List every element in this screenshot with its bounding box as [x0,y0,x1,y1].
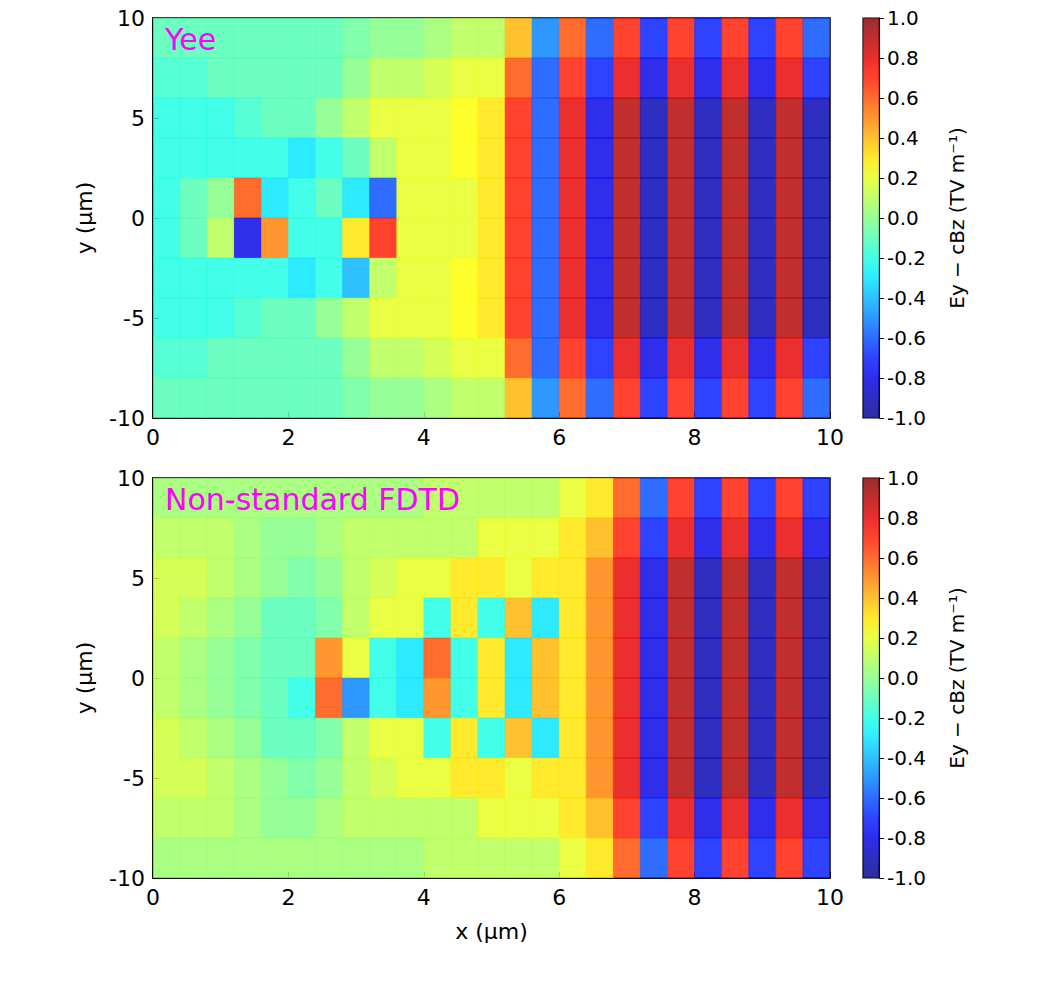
svg-text:-0.6: -0.6 [887,786,926,810]
svg-text:10: 10 [816,885,844,910]
svg-text:0.2: 0.2 [887,626,919,650]
svg-text:10: 10 [117,6,145,31]
svg-text:5: 5 [131,566,145,591]
svg-text:8: 8 [688,885,702,910]
svg-text:1.0: 1.0 [887,6,919,30]
svg-text:-1.0: -1.0 [887,406,926,430]
svg-text:0: 0 [146,425,160,450]
svg-text:4: 4 [417,885,431,910]
svg-text:0.4: 0.4 [887,586,919,610]
svg-text:-0.6: -0.6 [887,326,926,350]
svg-text:Ey − cBz (TV m⁻¹): Ey − cBz (TV m⁻¹) [945,587,969,768]
svg-text:-0.8: -0.8 [887,366,926,390]
svg-text:-0.2: -0.2 [887,706,926,730]
svg-text:y (μm): y (μm) [72,182,97,255]
svg-text:-10: -10 [109,866,145,891]
svg-text:-1.0: -1.0 [887,866,926,890]
svg-text:y (μm): y (μm) [72,642,97,715]
svg-text:x (μm): x (μm) [455,919,528,944]
svg-text:10: 10 [117,466,145,491]
svg-text:0.2: 0.2 [887,166,919,190]
svg-text:0: 0 [146,885,160,910]
svg-text:1.0: 1.0 [887,466,919,490]
svg-text:Yee: Yee [164,22,216,57]
svg-text:0.6: 0.6 [887,546,919,570]
svg-text:2: 2 [281,425,295,450]
svg-text:-0.4: -0.4 [887,746,926,770]
svg-text:-5: -5 [123,766,145,791]
svg-text:-0.8: -0.8 [887,826,926,850]
svg-text:0.0: 0.0 [887,206,919,230]
svg-text:-5: -5 [123,306,145,331]
svg-text:5: 5 [131,106,145,131]
svg-text:-0.4: -0.4 [887,286,926,310]
svg-text:0.6: 0.6 [887,86,919,110]
svg-text:6: 6 [552,425,566,450]
svg-text:0.8: 0.8 [887,46,919,70]
svg-text:10: 10 [816,425,844,450]
svg-text:6: 6 [552,885,566,910]
svg-text:-0.2: -0.2 [887,246,926,270]
svg-text:8: 8 [688,425,702,450]
svg-text:0.0: 0.0 [887,666,919,690]
svg-text:Non-standard FDTD: Non-standard FDTD [165,482,460,517]
svg-text:0.8: 0.8 [887,506,919,530]
svg-text:4: 4 [417,425,431,450]
svg-text:Ey − cBz (TV m⁻¹): Ey − cBz (TV m⁻¹) [945,127,969,308]
svg-text:0: 0 [131,666,145,691]
svg-text:0: 0 [131,206,145,231]
svg-text:0.4: 0.4 [887,126,919,150]
svg-text:-10: -10 [109,406,145,431]
svg-text:2: 2 [281,885,295,910]
